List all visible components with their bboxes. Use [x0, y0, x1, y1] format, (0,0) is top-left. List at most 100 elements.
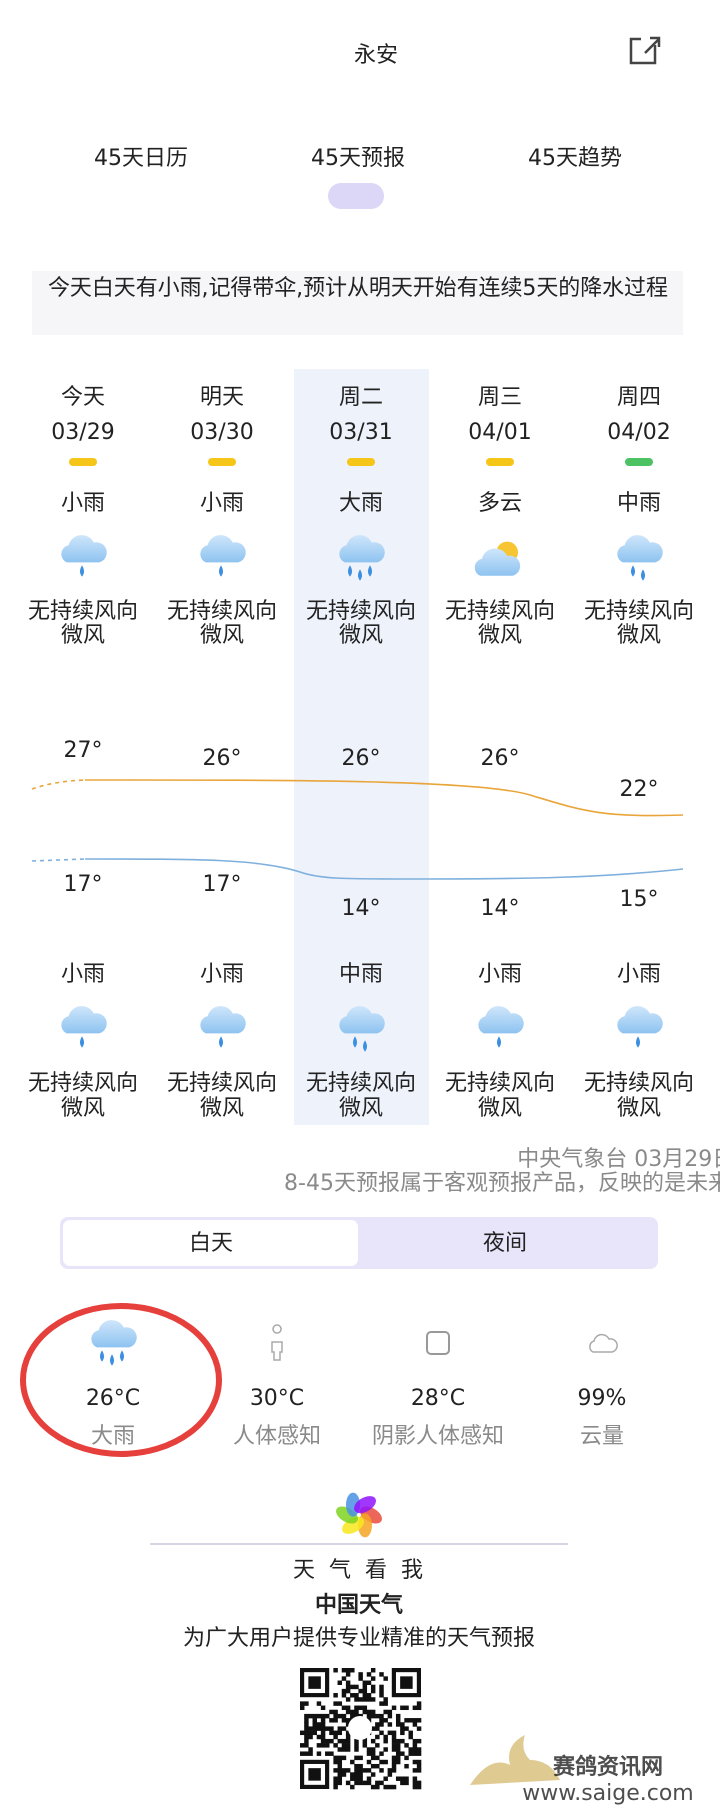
qr-module — [333, 1713, 338, 1719]
icon — [219, 565, 223, 577]
qr-module — [341, 1676, 347, 1681]
qr-code — [300, 1667, 422, 1790]
toggle-option[interactable]: 白天 — [189, 1231, 233, 1256]
qr-module — [316, 1722, 322, 1727]
tab[interactable]: 45天预报 — [311, 146, 405, 171]
icon — [474, 541, 521, 576]
qr-module — [383, 1738, 388, 1744]
qr-module — [370, 1697, 376, 1702]
day-date: 03/30 — [190, 420, 253, 445]
qr-module — [358, 1676, 363, 1681]
qr-module — [383, 1676, 388, 1681]
day-wind: 无持续风向 — [445, 599, 555, 624]
qr-module — [333, 1730, 338, 1736]
qr-module — [325, 1743, 330, 1748]
qr-module — [304, 1743, 309, 1748]
icon — [61, 535, 107, 563]
qr-module — [391, 1763, 397, 1769]
icon — [120, 1350, 124, 1362]
qr-module — [312, 1718, 317, 1723]
city-title: 永安 — [354, 43, 398, 68]
icon — [636, 1036, 640, 1048]
day-date: 03/29 — [51, 420, 114, 445]
qr-module — [345, 1668, 351, 1673]
qr-module — [383, 1709, 388, 1715]
qr-module — [316, 1751, 322, 1756]
qr-module — [395, 1713, 401, 1719]
toggle-option[interactable]: 夜间 — [483, 1231, 527, 1256]
qr-module — [416, 1701, 422, 1706]
qr-module — [345, 1722, 351, 1727]
qr-module — [333, 1755, 338, 1761]
qr-module — [337, 1759, 343, 1765]
night-wind: 无持续风向 — [28, 1071, 138, 1096]
qr-module — [408, 1718, 413, 1723]
qr-module — [329, 1730, 334, 1736]
qr-module — [404, 1776, 409, 1781]
qr-module — [358, 1672, 363, 1677]
qr-module — [337, 1776, 343, 1781]
toggle-active[interactable] — [63, 1220, 358, 1266]
qr-module — [304, 1738, 309, 1744]
qr-module — [341, 1713, 347, 1719]
qr-module — [366, 1759, 372, 1765]
qr-module — [304, 1734, 309, 1740]
night-wind: 无持续风向 — [306, 1071, 416, 1096]
tagline: 为广大用户提供专业精准的天气预报 — [183, 1626, 535, 1651]
watermark-bird — [470, 1735, 560, 1785]
qr-module — [308, 1747, 313, 1752]
qr-module — [416, 1718, 422, 1723]
qr-module — [350, 1693, 355, 1698]
share-button[interactable] — [629, 36, 661, 65]
low-temp: 15° — [620, 887, 659, 912]
tab[interactable]: 45天日历 — [94, 146, 188, 171]
qr-module — [350, 1709, 355, 1715]
qr-module — [395, 1718, 401, 1723]
qr-module — [400, 1751, 405, 1756]
qr-module — [395, 1722, 401, 1727]
qr-module — [337, 1747, 343, 1752]
qr-module — [358, 1768, 363, 1773]
high-temp: 27° — [64, 738, 103, 763]
qr-module — [345, 1768, 351, 1773]
qr-module — [350, 1684, 355, 1690]
qr-module — [379, 1701, 384, 1706]
air-quality-bar — [208, 458, 236, 466]
slogan-char: 天 — [293, 1558, 315, 1583]
tab[interactable]: 45天趋势 — [528, 146, 622, 171]
qr-module — [329, 1718, 334, 1723]
high-temp: 26° — [203, 746, 242, 771]
slogan-char: 看 — [365, 1558, 387, 1583]
logo-petal — [354, 1496, 376, 1514]
qr-module — [383, 1734, 388, 1740]
qr-module — [416, 1768, 422, 1773]
qr-module — [391, 1747, 397, 1752]
qr-module — [379, 1672, 384, 1677]
qr-module — [333, 1743, 338, 1748]
day-wind: 无持续风向 — [584, 599, 694, 624]
qr-module — [416, 1780, 422, 1786]
qr-module — [391, 1784, 397, 1790]
brand: 中国天气 — [315, 1592, 403, 1618]
qr-module — [370, 1684, 376, 1690]
qr-finder — [400, 1676, 413, 1689]
qr-module — [354, 1738, 359, 1744]
qr-module — [358, 1772, 363, 1777]
qr-module — [300, 1743, 305, 1748]
qr-module — [362, 1688, 368, 1694]
qr-module — [341, 1705, 347, 1711]
day-wind-level: 微风 — [617, 623, 661, 648]
qr-module — [395, 1751, 401, 1756]
qr-module — [358, 1763, 363, 1769]
qr-module — [408, 1751, 413, 1756]
night-wind: 无持续风向 — [584, 1071, 694, 1096]
icon — [631, 565, 635, 577]
qr-module — [416, 1726, 422, 1731]
qr-module — [366, 1709, 372, 1715]
qr-module — [370, 1747, 376, 1752]
slogan-char: 我 — [401, 1558, 423, 1583]
high-temp: 22° — [620, 777, 659, 802]
qr-module — [320, 1726, 326, 1731]
qr-module — [366, 1680, 372, 1685]
qr-module — [312, 1722, 317, 1727]
